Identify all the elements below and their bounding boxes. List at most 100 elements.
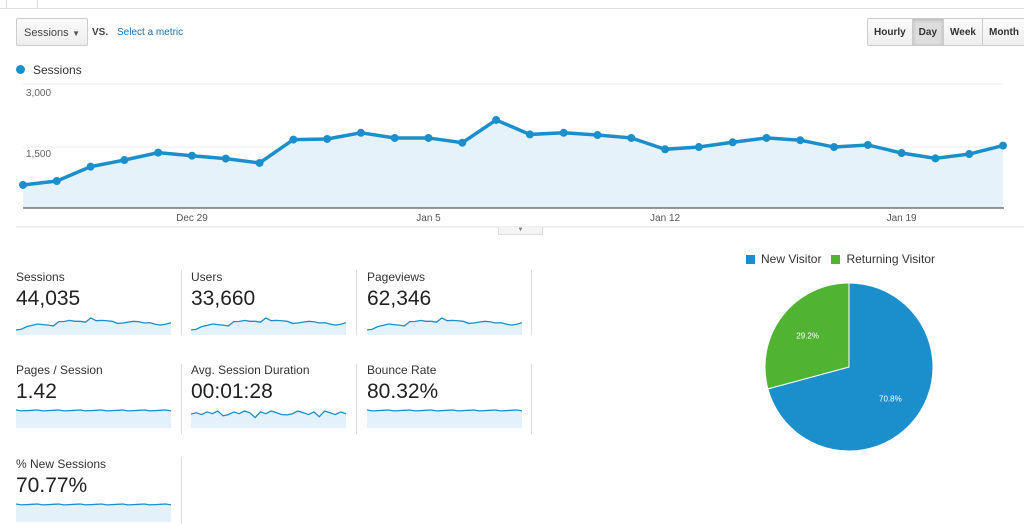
metric-sparkline bbox=[191, 317, 347, 335]
metric-label: Avg. Session Duration bbox=[191, 363, 310, 377]
chart-area bbox=[23, 119, 1003, 208]
metric-value: 00:01:28 bbox=[191, 380, 273, 403]
divider bbox=[0, 8, 1024, 9]
data-point[interactable] bbox=[356, 128, 365, 137]
legend-item-returning-visitor[interactable]: Returning Visitor bbox=[831, 252, 935, 266]
metric-tile[interactable]: Sessions 44,035 bbox=[16, 270, 176, 335]
divider bbox=[531, 364, 532, 434]
select-metric-link[interactable]: Select a metric bbox=[117, 27, 184, 38]
sparkline-area bbox=[191, 411, 346, 428]
data-point[interactable] bbox=[390, 133, 399, 142]
sparkline-area bbox=[16, 318, 171, 335]
data-point[interactable] bbox=[323, 134, 332, 143]
data-point[interactable] bbox=[154, 148, 163, 157]
data-point[interactable] bbox=[762, 133, 771, 142]
data-point[interactable] bbox=[863, 140, 872, 149]
x-tick-label: Jan 19 bbox=[887, 213, 917, 224]
metric-label: Pages / Session bbox=[16, 363, 103, 377]
divider bbox=[181, 364, 182, 434]
data-point[interactable] bbox=[830, 143, 839, 152]
metric-tile[interactable]: % New Sessions 70.77% bbox=[16, 457, 176, 522]
data-point[interactable] bbox=[661, 145, 670, 154]
y-tick-label: 3,000 bbox=[26, 88, 51, 99]
data-point[interactable] bbox=[458, 138, 467, 147]
metric-dropdown[interactable]: Sessions ▼ bbox=[16, 18, 88, 46]
sparkline-area bbox=[367, 318, 522, 335]
sparkline-area bbox=[16, 410, 171, 428]
divider bbox=[356, 364, 357, 434]
data-point[interactable] bbox=[86, 162, 95, 171]
data-point[interactable] bbox=[289, 135, 298, 144]
data-point[interactable] bbox=[187, 151, 196, 160]
day-button[interactable]: Day bbox=[911, 19, 944, 45]
metric-tile[interactable]: Bounce Rate 80.32% bbox=[367, 363, 527, 428]
chart-resize-handle[interactable]: ▼ bbox=[498, 227, 543, 235]
vs-label: VS. bbox=[92, 27, 109, 38]
data-point[interactable] bbox=[965, 150, 974, 159]
metric-label: Bounce Rate bbox=[367, 363, 437, 377]
month-button[interactable]: Month bbox=[981, 19, 1024, 45]
sparkline-area bbox=[191, 318, 346, 335]
metric-sparkline bbox=[367, 317, 523, 335]
pie-slice-label: 29.2% bbox=[796, 331, 819, 340]
metric-value: 62,346 bbox=[367, 287, 432, 310]
metric-sparkline bbox=[16, 409, 172, 428]
data-point[interactable] bbox=[492, 115, 501, 124]
data-point[interactable] bbox=[525, 130, 534, 139]
data-point[interactable] bbox=[999, 141, 1007, 150]
hourly-button[interactable]: Hourly bbox=[868, 19, 912, 45]
metric-value: 80.32% bbox=[367, 380, 439, 403]
metric-value: 1.42 bbox=[16, 380, 57, 403]
data-point[interactable] bbox=[627, 133, 636, 142]
sparkline-line bbox=[191, 317, 347, 331]
metric-sparkline bbox=[16, 503, 172, 522]
metric-label: Sessions bbox=[16, 270, 65, 284]
legend-item-new-visitor[interactable]: New Visitor bbox=[746, 252, 821, 266]
data-point[interactable] bbox=[52, 177, 61, 186]
sparkline-area bbox=[16, 504, 171, 522]
data-point[interactable] bbox=[221, 154, 230, 163]
metric-tile[interactable]: Avg. Session Duration 00:01:28 bbox=[191, 363, 351, 428]
pie-slice[interactable] bbox=[767, 282, 934, 452]
granularity-buttons: Hourly Day Week Month bbox=[867, 18, 1024, 46]
metric-tile[interactable]: Users 33,660 bbox=[191, 270, 351, 335]
metric-tile[interactable]: Pages / Session 1.42 bbox=[16, 363, 176, 428]
metric-label: Users bbox=[191, 270, 223, 284]
sparkline-line bbox=[16, 317, 172, 331]
data-point[interactable] bbox=[796, 136, 805, 145]
divider bbox=[531, 270, 532, 335]
data-point[interactable] bbox=[593, 131, 602, 140]
legend-swatch bbox=[746, 255, 755, 264]
sparkline-area bbox=[367, 410, 522, 428]
data-point[interactable] bbox=[424, 133, 433, 142]
x-tick-label: Jan 5 bbox=[416, 213, 441, 224]
sparkline-line bbox=[367, 317, 523, 331]
data-point[interactable] bbox=[559, 128, 568, 137]
divider bbox=[181, 457, 182, 524]
chevron-down-icon: ▼ bbox=[72, 29, 80, 38]
y-tick-label: 1,500 bbox=[26, 149, 51, 160]
data-point[interactable] bbox=[897, 149, 906, 158]
data-point[interactable] bbox=[728, 138, 737, 147]
data-point[interactable] bbox=[19, 180, 27, 189]
x-tick-label: Dec 29 bbox=[176, 213, 208, 224]
data-point[interactable] bbox=[120, 156, 129, 165]
metric-sparkline bbox=[191, 410, 347, 428]
week-button[interactable]: Week bbox=[943, 19, 982, 45]
legend-label[interactable]: Sessions bbox=[33, 63, 82, 77]
sessions-line-chart: 3,000 1,500 Dec 29 Jan 5 Jan 12 Jan 19 bbox=[16, 83, 1024, 228]
metric-label: Pageviews bbox=[367, 270, 426, 284]
visitor-pie-chart: 70.8% 29.2% bbox=[764, 282, 934, 452]
data-point[interactable] bbox=[255, 158, 264, 167]
metric-value: 70.77% bbox=[16, 474, 88, 497]
metric-tile[interactable]: Pageviews 62,346 bbox=[367, 270, 527, 335]
pie-slice[interactable] bbox=[764, 282, 850, 390]
data-point[interactable] bbox=[694, 143, 703, 152]
sparkline-line bbox=[16, 409, 172, 412]
data-point[interactable] bbox=[931, 154, 940, 163]
legend-marker bbox=[16, 65, 25, 74]
metric-value: 33,660 bbox=[191, 287, 256, 310]
pie-legend: New Visitor Returning Visitor bbox=[746, 252, 935, 266]
metric-value: 44,035 bbox=[16, 287, 81, 310]
sparkline-line bbox=[16, 503, 172, 506]
